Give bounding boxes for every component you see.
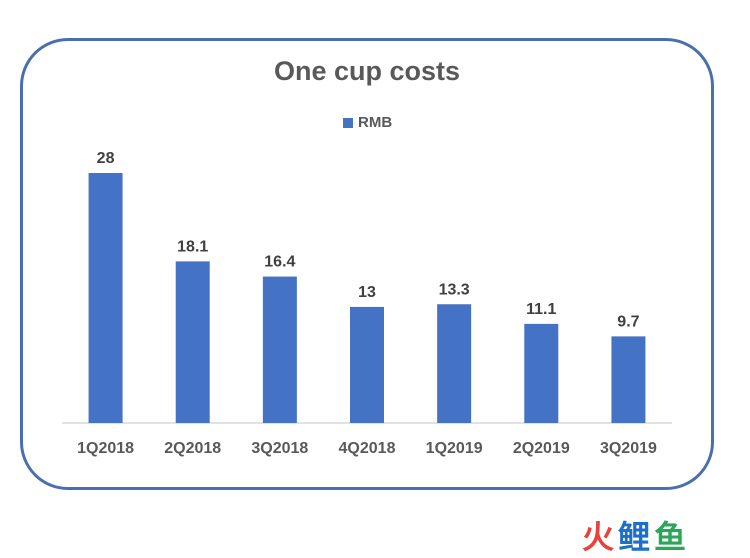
x-tick-label-2Q2018: 2Q2018	[164, 440, 221, 457]
legend-label: RMB	[358, 114, 393, 131]
bar-1Q2018	[88, 173, 123, 423]
legend-swatch	[343, 117, 353, 128]
bar-4Q2018	[350, 306, 384, 423]
bar-3Q2018	[262, 276, 297, 423]
data-label-3Q2019: 9.7	[617, 313, 639, 330]
data-label-1Q2019: 13.3	[439, 281, 470, 298]
data-label-2Q2019: 11.1	[526, 301, 556, 318]
bar-2Q2019	[524, 323, 559, 423]
watermark-char: 火	[582, 518, 615, 556]
watermark-logo: 火 鲤 鱼	[582, 512, 686, 558]
watermark-char: 鲤	[618, 518, 651, 556]
data-label-2Q2018: 18.1	[177, 238, 208, 255]
chart-title: One cup costs	[273, 56, 461, 86]
data-label-3Q2018: 16.4	[264, 254, 295, 271]
x-tick-label-1Q2019: 1Q2019	[426, 440, 483, 457]
x-tick-label-3Q2019: 3Q2019	[600, 440, 657, 457]
bar-2Q2018	[175, 261, 210, 423]
x-tick-label-3Q2018: 3Q2018	[251, 440, 308, 457]
x-tick-label-4Q2018: 4Q2018	[339, 440, 396, 457]
watermark-char: 鱼	[654, 518, 687, 556]
data-label-4Q2018: 13	[358, 284, 376, 301]
x-tick-label-2Q2019: 2Q2019	[513, 440, 570, 457]
bar-3Q2019	[611, 336, 646, 423]
data-label-1Q2018: 28	[97, 150, 115, 167]
x-tick-label-1Q2018: 1Q2018	[77, 440, 134, 457]
legend: RMB	[343, 114, 392, 131]
bar-1Q2019	[437, 304, 472, 423]
